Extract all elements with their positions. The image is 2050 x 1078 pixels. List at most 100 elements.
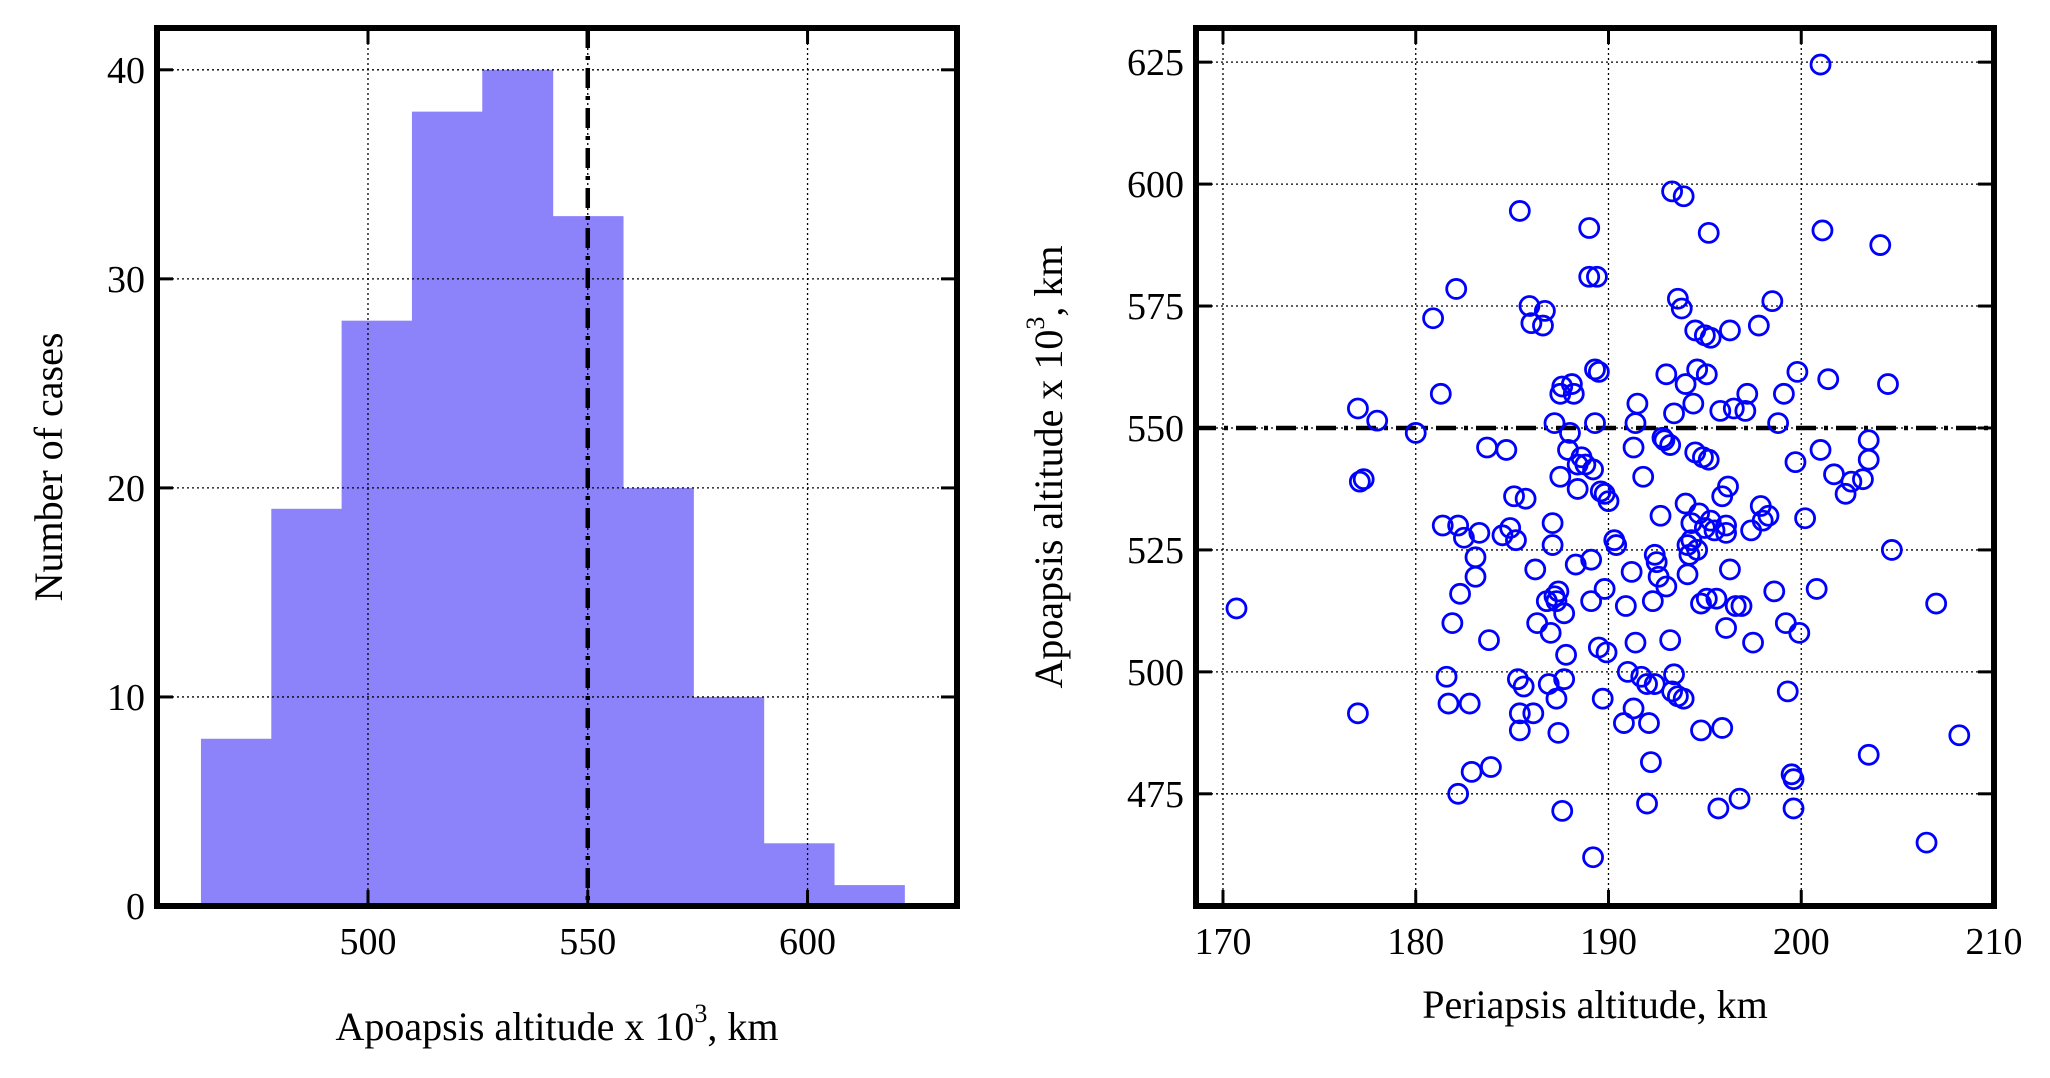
scatter-point [1703,519,1726,542]
scatter-point [1715,617,1737,639]
scatter-point [1695,587,1718,610]
scatter-point [1595,641,1618,664]
scatter-point [1672,687,1695,710]
scatter-point [1869,234,1892,256]
scatter-point [1782,797,1805,820]
scatter-point [1347,397,1369,420]
histogram-bar [833,885,905,906]
scatter-point [1734,400,1757,422]
scatter-point [1638,712,1660,734]
scatter-point [1877,373,1899,395]
scatter-point [1948,724,1971,747]
scatter-point [1622,697,1645,720]
scatter-point [1347,702,1369,725]
y-tick-label: 525 [1127,530,1184,572]
scatter-ylabel: Apoapsis altitude x 103, km [1021,246,1071,689]
scatter-point [1464,546,1487,569]
y-tick-label: 550 [1127,408,1184,450]
scatter-point [1730,595,1753,617]
scatter-point [1447,514,1470,537]
scatter-point [1624,631,1647,654]
scatter-point [1690,592,1712,615]
scatter-point [1453,526,1475,549]
scatter-point [1857,743,1880,766]
scatter-point [1649,504,1672,527]
histogram-ylabel: Number of cases [26,333,71,602]
scatter-point [1784,451,1807,474]
scatter-point [1551,375,1574,398]
scatter-point [1508,200,1531,222]
histogram-frame [154,25,960,909]
scatter-point [1786,360,1809,383]
scatter-point [1655,575,1678,598]
scatter-point [1736,382,1759,405]
scatter-point [1578,265,1601,288]
scatter-point [1541,534,1564,556]
scatter-point [1580,590,1603,613]
scatter-point [1925,592,1948,615]
scatter-point [1524,558,1547,581]
scatter-point [1688,502,1710,525]
scatter-point [1763,580,1786,603]
scatter-point [1659,434,1682,456]
scatter-point [1591,687,1614,710]
y-tick-label: 625 [1127,42,1184,84]
scatter-xlabel: Periapsis altitude, km [1422,982,1768,1027]
scatter-point [1559,421,1581,444]
scatter-point [1794,507,1817,530]
scatter-point [1880,539,1903,561]
y-tick-label: 575 [1127,286,1184,328]
histogram-grid [157,28,957,907]
scatter-point [1699,326,1722,349]
scatter-point [1553,668,1576,691]
scatter-point [1616,660,1639,683]
scatter-point [1597,490,1620,513]
scatter-point [1709,400,1732,422]
scatter-point [1632,465,1655,488]
scatter-point [1776,680,1799,703]
y-tick-label: 30 [107,259,145,301]
x-tick-label: 180 [1387,921,1444,963]
scatter-point [1429,382,1452,405]
histogram-ticks: 500 550 600 0 10 20 30 40 [107,28,957,963]
scatter-point [1503,485,1525,508]
scatter-point [1676,563,1699,586]
scatter-point [1431,514,1454,537]
scatter-point [1757,504,1780,527]
scatter-point [1834,482,1857,505]
scatter-point [1584,412,1606,435]
scatter-point [1437,692,1460,715]
scatter-point [1711,717,1734,739]
y-tick-label: 500 [1127,652,1184,694]
x-tick-label: 550 [559,921,616,963]
histogram-bar [341,320,413,907]
scatter-point [1593,578,1616,600]
scatter-point [1499,517,1522,539]
scatter-point [1514,487,1537,510]
scatter-point [1580,548,1603,571]
scatter-point [1622,436,1645,459]
scatter-point [1586,265,1608,288]
scatter-point [1805,578,1828,600]
scatter-frame [1193,25,1997,909]
scatter-point [1582,458,1604,481]
scatter-point [1666,287,1689,310]
scatter-point [1747,314,1770,337]
scatter-point [1695,363,1718,386]
scatter-point [1641,590,1664,613]
scatter-point [1555,643,1577,666]
scatter-point [1526,612,1549,634]
scatter-point [1626,392,1649,415]
scatter-point [1699,509,1722,532]
scatter-point [1705,587,1728,610]
histogram-bar [693,696,765,906]
scatter-point [1697,221,1720,244]
scatter-point [1653,429,1676,452]
scatter-panel: 170 180 190 200 210 475 500 525 550 575 600 625 Per… [1021,25,2023,1027]
scatter-point [1547,721,1570,744]
y-tick-label: 0 [126,886,145,928]
scatter-point [1225,597,1248,620]
histogram-panel: 500 550 600 0 10 20 30 40 Apoapsis altitude x 1… [26,25,960,1049]
histogram-xlabel: Apoapsis altitude x 103, km [336,999,779,1049]
